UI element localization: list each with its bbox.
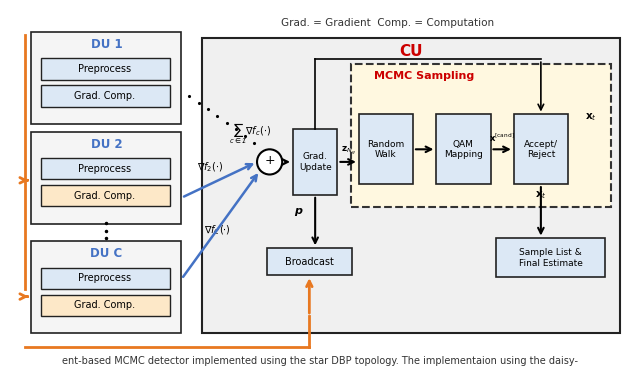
Text: $\nabla f_C(\cdot)$: $\nabla f_C(\cdot)$ [204,224,230,238]
Bar [293,129,337,195]
Text: Accept/
Reject: Accept/ Reject [524,139,558,159]
Text: Grad. Comp.: Grad. Comp. [74,91,136,101]
Bar [351,64,611,207]
Bar [359,114,413,184]
Text: $\nabla f_2(\cdot)$: $\nabla f_2(\cdot)$ [197,160,224,174]
Text: Grad. = Gradient  Comp. = Computation: Grad. = Gradient Comp. = Computation [281,18,494,28]
Text: $\mathbf{x}^{[\mathrm{cand}]}$: $\mathbf{x}^{[\mathrm{cand}]}$ [489,132,515,144]
Text: Grad.
Update: Grad. Update [299,152,332,172]
Bar [496,238,605,277]
Bar [202,38,620,333]
Text: $\mathbf{z}_{N_g}$: $\mathbf{z}_{N_g}$ [340,144,355,157]
Bar [267,248,352,275]
Text: Broadcast: Broadcast [285,256,334,267]
Bar [41,158,170,179]
Text: Grad. Comp.: Grad. Comp. [74,191,136,201]
Bar [41,185,170,206]
Text: Sample List &
Final Estimate: Sample List & Final Estimate [518,248,582,268]
Bar [41,268,170,289]
Bar [41,294,170,316]
Bar [31,241,182,333]
Text: DU C: DU C [90,247,122,260]
Bar [31,132,182,224]
Bar [31,32,182,124]
Bar [514,114,568,184]
Text: MCMC Sampling: MCMC Sampling [374,71,474,81]
Bar [41,86,170,107]
Text: Random
Walk: Random Walk [367,139,404,159]
Bar [41,58,170,79]
Bar [436,114,490,184]
Text: $\boldsymbol{p}$: $\boldsymbol{p}$ [294,206,303,217]
Text: ent-based MCMC detector implemented using the star DBP topology. The implementai: ent-based MCMC detector implemented usin… [62,356,578,366]
Text: QAM
Mapping: QAM Mapping [444,139,483,159]
Text: CU: CU [399,44,423,59]
Circle shape [257,149,282,174]
Text: $\mathbf{x}_t$: $\mathbf{x}_t$ [586,111,597,123]
Text: $\sum_{c\in\mathcal{I}}\nabla f_c(\cdot)$: $\sum_{c\in\mathcal{I}}\nabla f_c(\cdot)… [229,122,271,146]
Text: Preprocess: Preprocess [78,64,131,74]
Text: DU 1: DU 1 [91,38,122,51]
Text: Preprocess: Preprocess [78,273,131,283]
Text: Preprocess: Preprocess [78,164,131,174]
Text: DU 2: DU 2 [91,138,122,151]
Text: Grad. Comp.: Grad. Comp. [74,300,136,310]
Text: $+$: $+$ [264,154,275,168]
Text: $\mathbf{x}_t$: $\mathbf{x}_t$ [535,189,547,201]
